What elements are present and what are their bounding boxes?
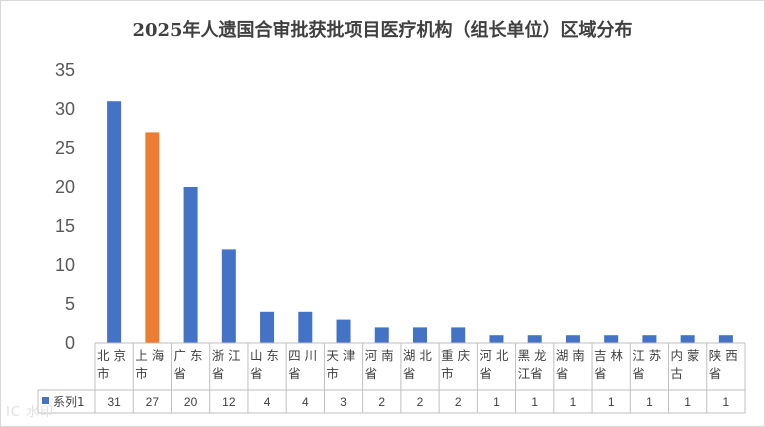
category-label: 湖 南 <box>556 348 585 363</box>
y-tick-label: 15 <box>55 216 75 236</box>
category-label: 上 海 <box>135 348 164 363</box>
category-label: 吉 林 <box>594 348 623 363</box>
data-table-value: 12 <box>222 395 236 409</box>
bar <box>107 101 122 343</box>
data-table-value: 1 <box>531 395 538 409</box>
bar <box>145 132 160 343</box>
y-tick-label: 5 <box>65 294 75 314</box>
category-label: 省 <box>632 366 645 381</box>
bar <box>718 335 733 343</box>
data-table-value: 1 <box>723 395 730 409</box>
data-table-value: 31 <box>107 395 121 409</box>
bar <box>527 335 542 343</box>
data-table-value: 2 <box>378 395 385 409</box>
data-table-value: 2 <box>455 395 462 409</box>
category-label: 重 庆 <box>441 348 470 363</box>
y-tick-label: 20 <box>55 177 75 197</box>
category-label: 省 <box>212 366 225 381</box>
legend-swatch <box>42 397 49 404</box>
y-tick-label: 0 <box>65 333 75 353</box>
category-label: 四 川 <box>288 348 317 363</box>
data-table-value: 20 <box>184 395 198 409</box>
data-table-value: 3 <box>340 395 347 409</box>
y-tick-label: 35 <box>55 60 75 80</box>
category-label: 省 <box>709 366 722 381</box>
bar <box>413 327 427 343</box>
bar <box>183 187 198 343</box>
category-label: 北 京 <box>97 348 126 363</box>
category-label: 市 <box>97 366 110 381</box>
category-label: 市 <box>135 366 148 381</box>
chart-title: 2025年人遗国合审批获批项目医疗机构（组长单位）区域分布 <box>132 20 633 41</box>
bar <box>565 335 580 343</box>
category-label: 古 <box>671 366 684 381</box>
category-label: 广 东 <box>173 348 202 363</box>
category-label: 省 <box>365 366 378 381</box>
data-table-value: 2 <box>417 395 424 409</box>
category-label: 江省 <box>518 366 543 381</box>
data-table-value: 1 <box>646 395 653 409</box>
data-table-value: 1 <box>684 395 691 409</box>
data-table-value: 1 <box>493 395 500 409</box>
category-label: 省 <box>250 366 263 381</box>
bar <box>642 335 657 343</box>
bar <box>604 335 619 343</box>
watermark: IC 水印 <box>6 405 55 420</box>
category-label: 山 东 <box>250 348 279 363</box>
data-table-value: 1 <box>570 395 577 409</box>
category-label: 陕 西 <box>709 348 738 363</box>
category-label: 河 北 <box>479 348 508 363</box>
category-label: 省 <box>479 366 492 381</box>
data-table-value: 1 <box>608 395 615 409</box>
category-label: 天 津 <box>326 348 355 363</box>
category-label: 省 <box>594 366 607 381</box>
bar <box>298 311 313 343</box>
bar <box>680 335 695 343</box>
y-tick-label: 25 <box>55 138 75 158</box>
category-label: 市 <box>441 366 454 381</box>
data-table-value: 27 <box>146 395 160 409</box>
y-tick-label: 10 <box>55 255 75 275</box>
category-label: 河 南 <box>365 348 394 363</box>
bar <box>260 311 275 343</box>
category-label: 湖 北 <box>403 348 432 363</box>
bar <box>451 327 466 343</box>
category-label: 浙 江 <box>212 348 241 363</box>
category-label: 江 苏 <box>632 348 661 363</box>
y-tick-label: 30 <box>55 99 75 119</box>
legend-label: 系列1 <box>53 395 85 409</box>
data-table-value: 4 <box>302 395 309 409</box>
category-label: 市 <box>326 366 339 381</box>
category-label: 省 <box>173 366 186 381</box>
bar <box>336 319 351 343</box>
bar <box>489 335 504 343</box>
bar <box>221 249 236 343</box>
category-label: 省 <box>556 366 569 381</box>
category-label: 黑 龙 <box>518 348 547 363</box>
data-table-value: 4 <box>264 395 271 409</box>
bar <box>374 327 389 343</box>
category-label: 省 <box>403 366 416 381</box>
category-label: 内 蒙 <box>671 348 700 363</box>
category-label: 省 <box>288 366 301 381</box>
